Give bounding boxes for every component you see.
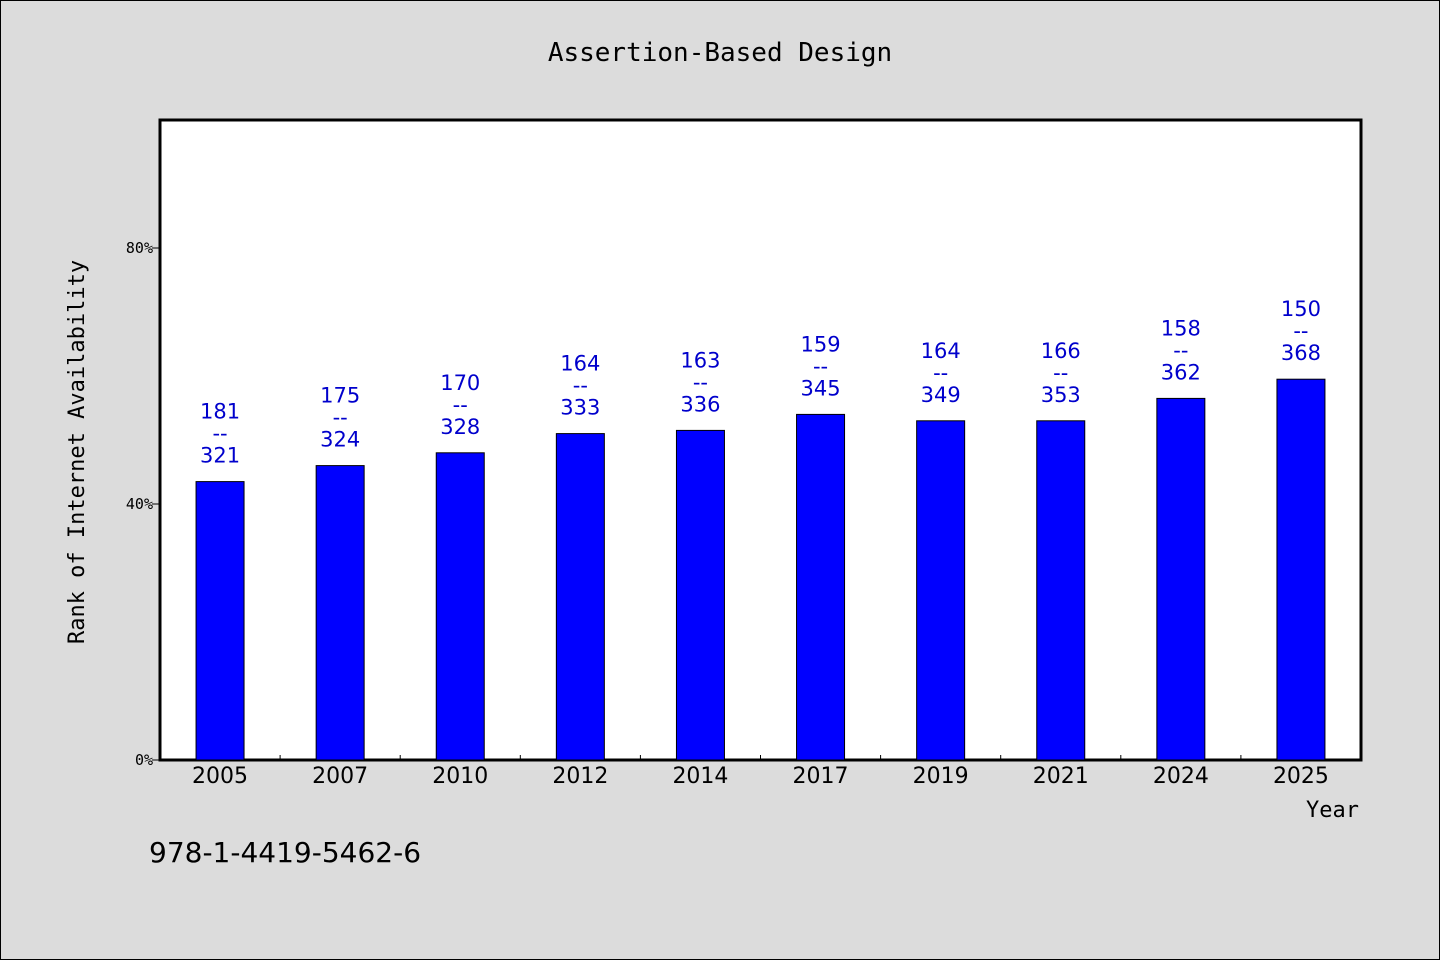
data-label: -- xyxy=(333,406,348,430)
data-label: 353 xyxy=(1041,383,1081,407)
bar xyxy=(1156,397,1206,761)
data-label: 181 xyxy=(200,400,240,424)
data-label: 362 xyxy=(1161,360,1201,384)
chart-title: Assertion-Based Design xyxy=(548,38,892,68)
isbn-footer: 978-1-4419-5462-6 xyxy=(149,836,421,869)
data-label: 170 xyxy=(440,371,480,395)
data-labels: 181--321175--324170--328164--333163--336… xyxy=(200,297,1321,467)
data-label: 321 xyxy=(200,444,240,468)
data-label: -- xyxy=(813,354,828,378)
data-label: -- xyxy=(1173,338,1188,362)
bar xyxy=(916,420,966,761)
y-tick-label: 80% xyxy=(126,239,153,257)
y-tick-label: 0% xyxy=(135,751,153,769)
x-tick-label: 2014 xyxy=(672,764,728,789)
data-label: 166 xyxy=(1041,339,1081,363)
data-label: 150 xyxy=(1281,297,1321,321)
x-tick-label: 2017 xyxy=(793,764,849,789)
data-label: -- xyxy=(573,374,588,398)
y-tick-label: 40% xyxy=(126,495,153,513)
x-axis: 2005 2007 2010 2012 2014 2017 2019 2021 2024 2025 xyxy=(192,755,1329,789)
data-label: -- xyxy=(933,361,948,385)
bar xyxy=(195,481,245,761)
data-label: 324 xyxy=(320,428,360,452)
data-label: 164 xyxy=(921,339,961,363)
data-label: 349 xyxy=(921,383,961,407)
y-axis: 0% 40% 80% xyxy=(126,239,160,769)
data-label: 345 xyxy=(801,376,841,400)
x-axis-title: Year xyxy=(1306,798,1359,823)
x-tick-label: 2024 xyxy=(1153,764,1209,789)
data-label: 159 xyxy=(801,332,841,356)
bar xyxy=(796,413,846,761)
data-label: 336 xyxy=(680,392,720,416)
data-label: 163 xyxy=(680,348,720,372)
data-label: -- xyxy=(1053,361,1068,385)
bar xyxy=(315,465,365,761)
x-tick-label: 2005 xyxy=(192,764,248,789)
bar xyxy=(675,429,725,761)
y-axis-title: Rank of Internet Availability xyxy=(65,260,90,644)
bar-series xyxy=(195,378,1326,761)
data-label: -- xyxy=(693,370,708,394)
data-label: 368 xyxy=(1281,341,1321,365)
x-tick-label: 2021 xyxy=(1033,764,1089,789)
bar xyxy=(555,433,605,761)
data-label: 164 xyxy=(560,352,600,376)
bar xyxy=(1036,420,1086,761)
x-tick-label: 2025 xyxy=(1273,764,1329,789)
x-tick-label: 2010 xyxy=(432,764,488,789)
x-tick-label: 2012 xyxy=(552,764,608,789)
data-label: -- xyxy=(453,393,468,417)
data-label: 158 xyxy=(1161,316,1201,340)
data-label: 328 xyxy=(440,415,480,439)
data-label: 175 xyxy=(320,384,360,408)
x-tick-label: 2007 xyxy=(312,764,368,789)
data-label: 333 xyxy=(560,396,600,420)
bar xyxy=(435,452,485,761)
x-tick-label: 2019 xyxy=(913,764,969,789)
data-label: -- xyxy=(212,422,227,446)
data-label: -- xyxy=(1293,319,1308,343)
bar xyxy=(1276,378,1326,761)
